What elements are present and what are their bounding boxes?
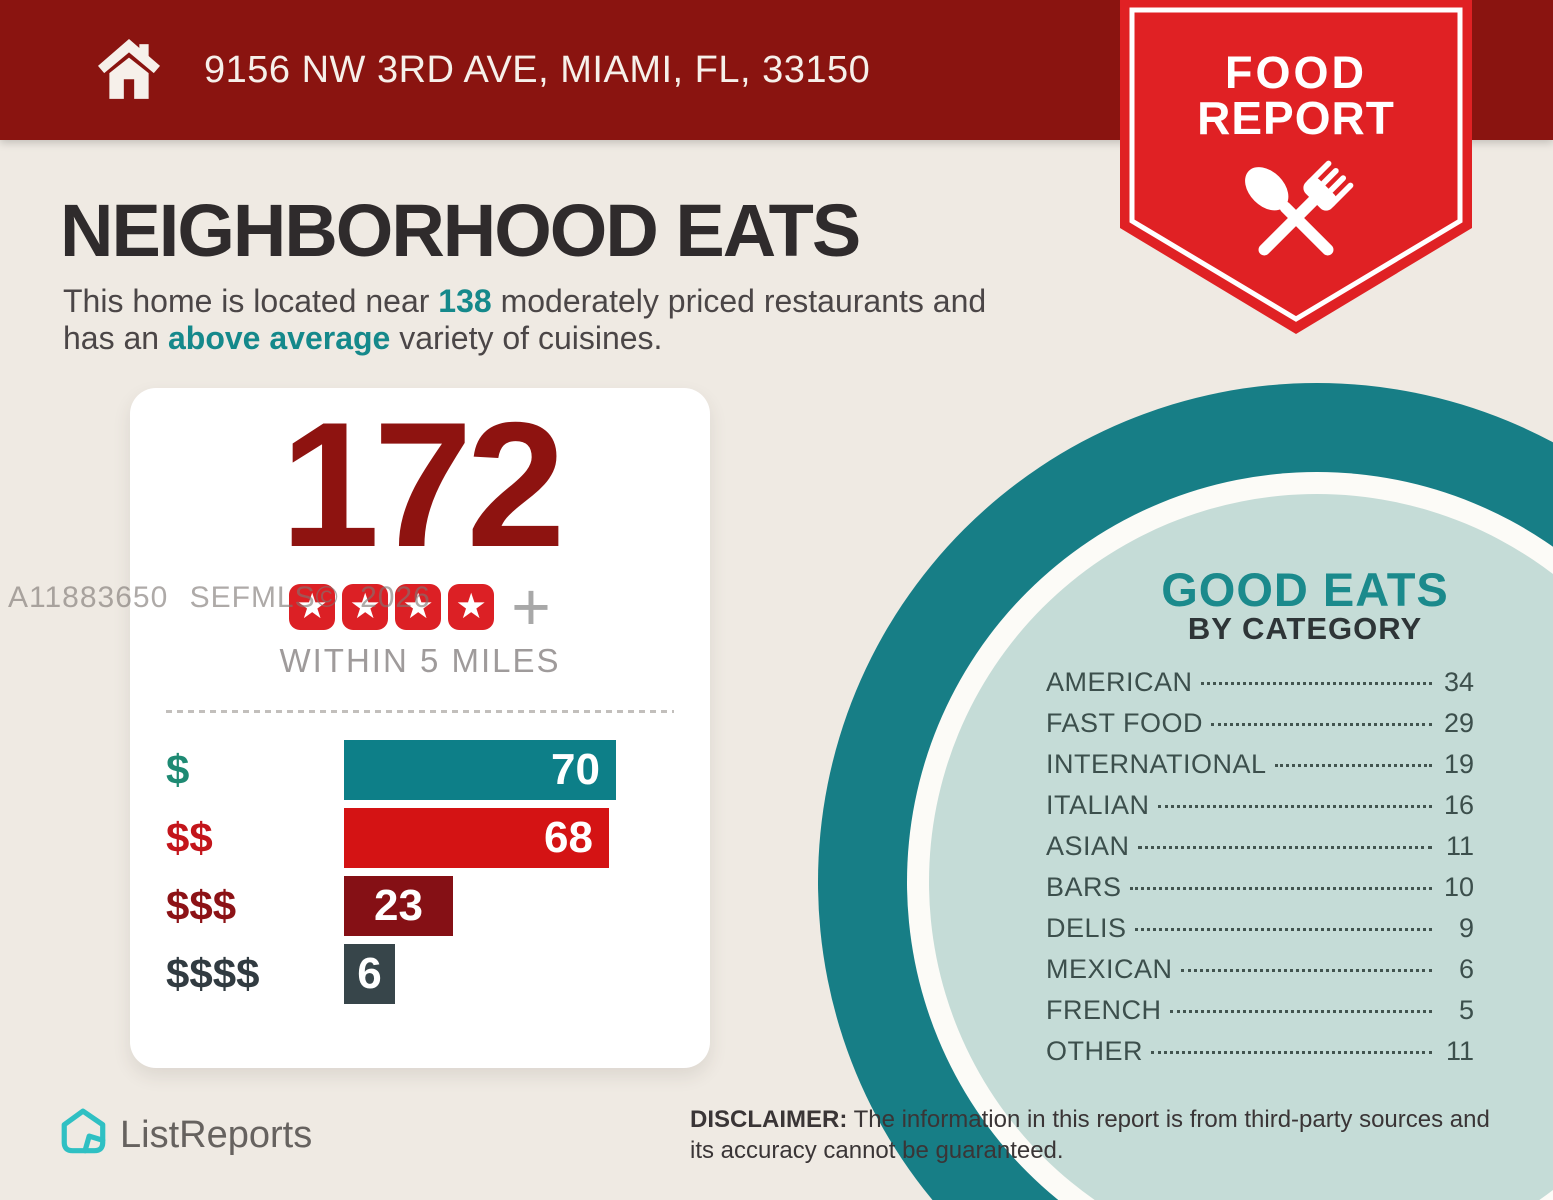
dotted-leader [1200, 682, 1432, 685]
category-row: AMERICAN 34 [1046, 667, 1474, 697]
variety-highlight: above average [167, 320, 391, 356]
star-icon: ★ [448, 584, 495, 630]
dashed-divider [166, 710, 674, 713]
disclaimer-text: DISCLAIMER: The information in this repo… [690, 1106, 1490, 1164]
dotted-leader [1180, 969, 1432, 972]
category-list: AMERICAN 34 FAST FOOD 29 INTERNATIONAL 19 I… [1046, 667, 1474, 1077]
restaurant-count: 138 [438, 283, 492, 319]
bar-row-price2: $$ 68 [166, 808, 682, 868]
intro-text: This home is located near 138 moderately… [63, 283, 986, 357]
category-row: BARS 10 [1046, 872, 1474, 902]
intro-line2: has an above average variety of cuisines… [63, 320, 663, 356]
home-icon [98, 39, 160, 99]
bar-price1: 70 [344, 740, 616, 800]
fork-icon [1258, 160, 1354, 256]
listreports-logo-icon [61, 1108, 106, 1154]
category-row: ASIAN 11 [1046, 831, 1474, 861]
price-tier-label: $$$ [166, 882, 237, 929]
category-row: FRENCH 5 [1046, 995, 1474, 1025]
price-tier-label: $$ [166, 814, 213, 861]
page-title: NEIGHBORHOOD EATS [60, 189, 861, 272]
ribbon-line2: REPORT [1197, 92, 1395, 144]
brand-name: ListReports [120, 1114, 313, 1156]
dotted-leader [1211, 723, 1432, 726]
good-eats-subtitle: BY CATEGORY [1187, 611, 1423, 646]
price-tier-label: $$$$ [166, 950, 260, 997]
star-icon: ★ [395, 584, 442, 630]
star-icon: ★ [289, 584, 336, 630]
plus-sign: + [511, 569, 551, 645]
food-report-ribbon: FOOD REPORT [1120, 0, 1472, 334]
bar-row-price1: $ 70 [166, 740, 682, 800]
category-row: INTERNATIONAL 19 [1046, 749, 1474, 779]
dotted-leader [1169, 1010, 1432, 1013]
dotted-leader [1157, 805, 1432, 808]
category-row: MEXICAN 6 [1046, 954, 1474, 984]
ribbon-line1: FOOD [1225, 47, 1367, 98]
radius-label: WITHIN 5 MILES [279, 642, 561, 679]
dotted-leader [1151, 1051, 1432, 1054]
bar-price2: 68 [344, 808, 609, 868]
property-address: 9156 NW 3RD AVE, MIAMI, FL, 33150 [204, 48, 871, 91]
total-restaurants: 172 [280, 385, 566, 584]
good-eats-title: GOOD EATS [1161, 563, 1449, 616]
price-tier-bar-chart: $ 70 $$ 68 $$$ 23 $$$$ 6 [166, 740, 682, 1004]
intro-line1: This home is located near 138 moderately… [63, 283, 987, 319]
crossed-utensils-icon [1245, 160, 1354, 256]
dotted-leader [1274, 764, 1432, 767]
dotted-leader [1129, 887, 1432, 890]
bar-price4: 6 [344, 944, 395, 1004]
star-icon: ★ [342, 584, 389, 630]
bar-price3: 23 [344, 876, 453, 936]
category-row: DELIS 9 [1046, 913, 1474, 943]
bar-row-price4: $$$$ 6 [166, 944, 682, 1004]
summary-card: 172 ★ ★ ★ ★ + WITHIN 5 MILES $ 70 $$ 68 $$$ … [130, 388, 710, 1068]
dotted-leader [1134, 928, 1432, 931]
star-rating: ★ ★ ★ ★ + [130, 569, 710, 645]
bar-row-price3: $$$ 23 [166, 876, 682, 936]
mls-watermark: A11883650 SEFMLS© 2026 [8, 581, 431, 614]
category-row: ITALIAN 16 [1046, 790, 1474, 820]
price-tier-label: $ [166, 746, 190, 793]
dotted-leader [1137, 846, 1432, 849]
category-row: OTHER 11 [1046, 1036, 1474, 1066]
category-row: FAST FOOD 29 [1046, 708, 1474, 738]
